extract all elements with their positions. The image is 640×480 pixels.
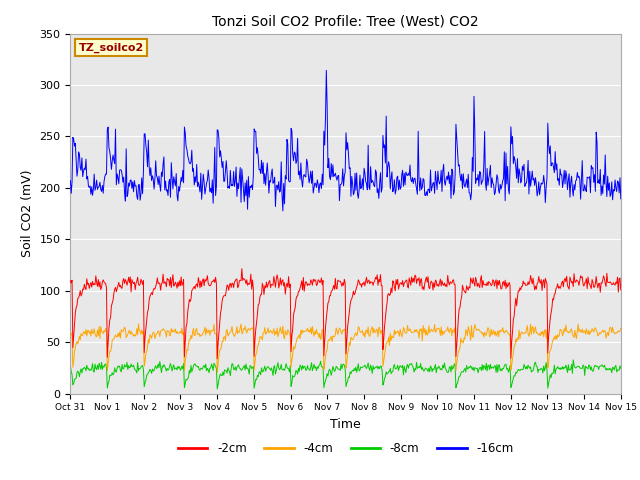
- X-axis label: Time: Time: [330, 418, 361, 431]
- Text: TZ_soilco2: TZ_soilco2: [79, 43, 144, 53]
- Legend: -2cm, -4cm, -8cm, -16cm: -2cm, -4cm, -8cm, -16cm: [173, 437, 518, 460]
- Title: Tonzi Soil CO2 Profile: Tree (West) CO2: Tonzi Soil CO2 Profile: Tree (West) CO2: [212, 14, 479, 28]
- Y-axis label: Soil CO2 (mV): Soil CO2 (mV): [21, 170, 34, 257]
